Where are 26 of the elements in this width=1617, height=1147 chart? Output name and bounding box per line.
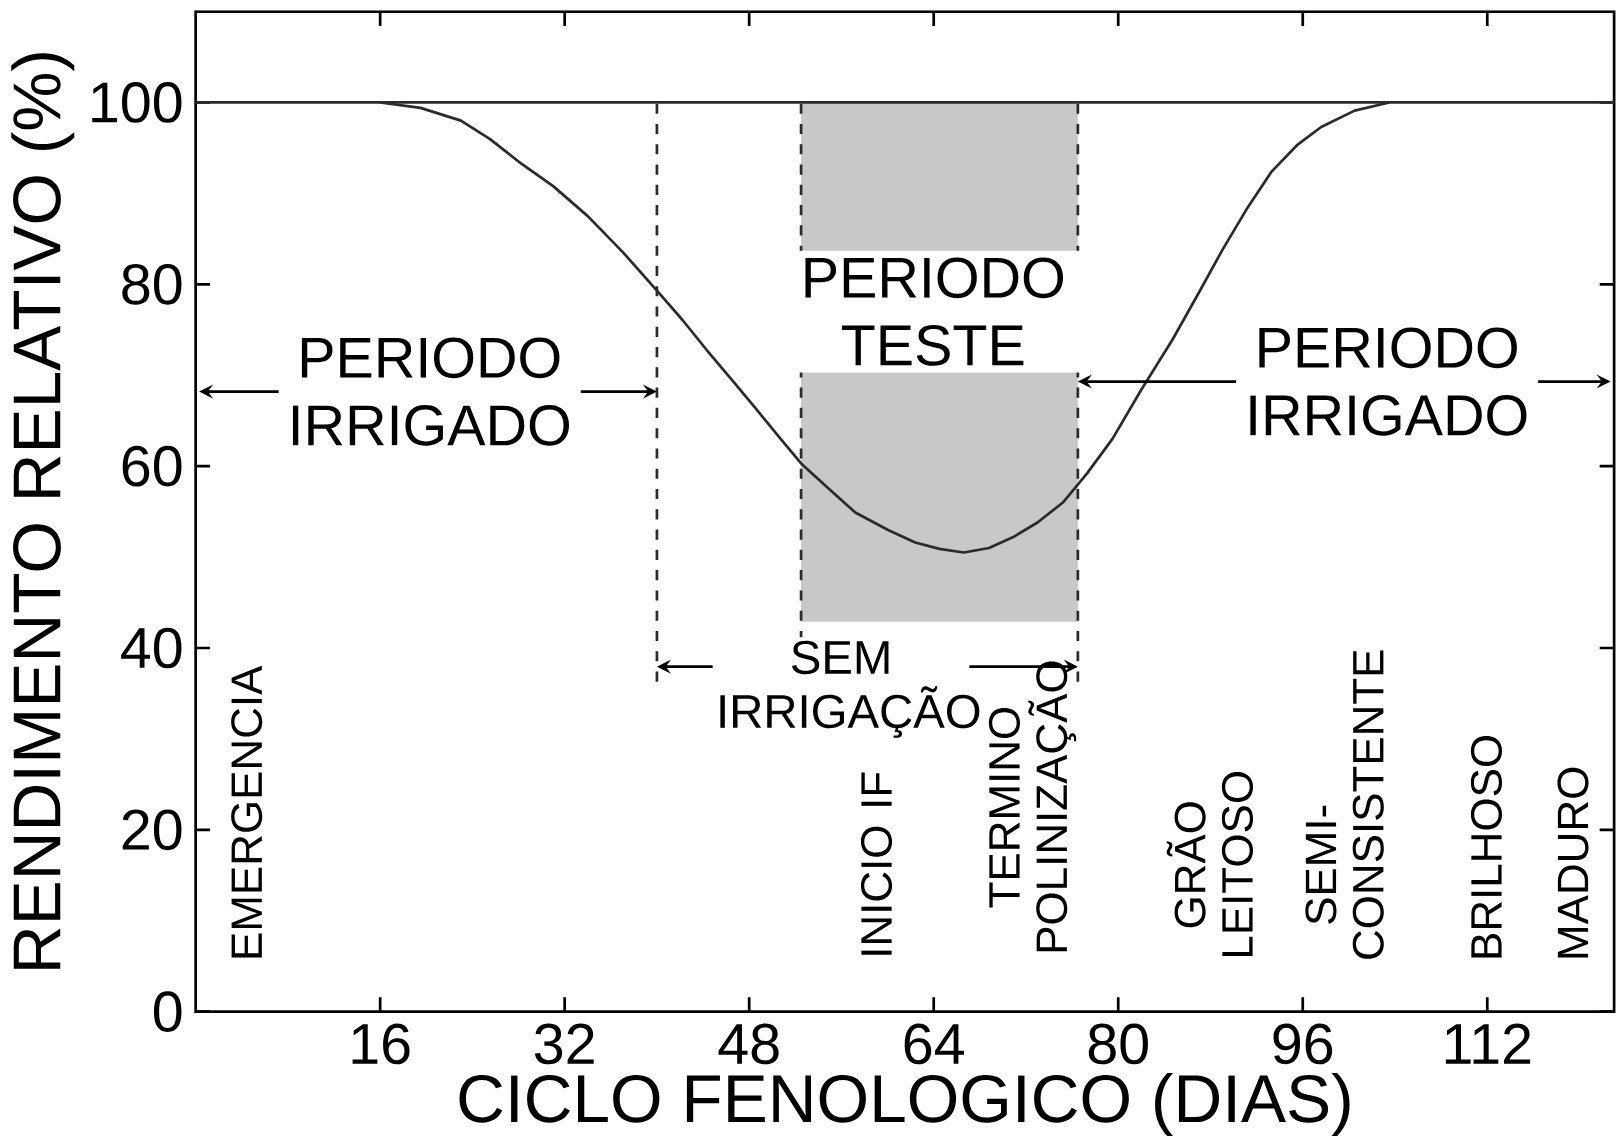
x-tick-label: 48 xyxy=(718,1023,779,1065)
x-tick-label: 80 xyxy=(1088,1023,1148,1065)
x-tick-label: 96 xyxy=(1273,1023,1333,1065)
y-tick-label: 100 xyxy=(92,81,182,123)
annotation: TERMINO POLINIZAÇÃO xyxy=(988,661,1077,952)
y-tick-label: 20 xyxy=(122,809,182,851)
annotation: PERIODO TESTE xyxy=(805,257,1063,366)
annotation: SEMI-CONSISTENTE xyxy=(1305,650,1384,959)
annotation: INICIO IF xyxy=(860,772,893,955)
y-tick-label: 40 xyxy=(121,627,182,669)
annotation: PERIODO IRRIGADO xyxy=(292,337,569,446)
y-tick-label: 80 xyxy=(122,263,182,305)
x-tick-label: 16 xyxy=(352,1023,410,1065)
annotation: SEM IRRIGAÇÃO xyxy=(720,640,980,738)
annotation: PERIODO IRRIGADO xyxy=(1250,327,1527,436)
annotation: EMERGENCIA xyxy=(231,665,263,958)
annotation: GRÃO LEITOSO xyxy=(1166,771,1253,956)
annotation: MADURO xyxy=(1557,767,1589,958)
x-tick-label: 112 xyxy=(1445,1023,1531,1064)
x-tick-label: 64 xyxy=(904,1023,964,1065)
y-tick-label: 0 xyxy=(153,991,182,1032)
y-axis-title: RENDIMENTO RELATIVO (%) xyxy=(11,53,75,969)
y-tick-label: 60 xyxy=(122,445,182,487)
annotation: BRILHOSO xyxy=(1470,735,1503,958)
x-axis-title: CICLO FENOLOGICO (DIAS) xyxy=(459,1072,1350,1136)
x-tick-label: 32 xyxy=(534,1023,594,1065)
